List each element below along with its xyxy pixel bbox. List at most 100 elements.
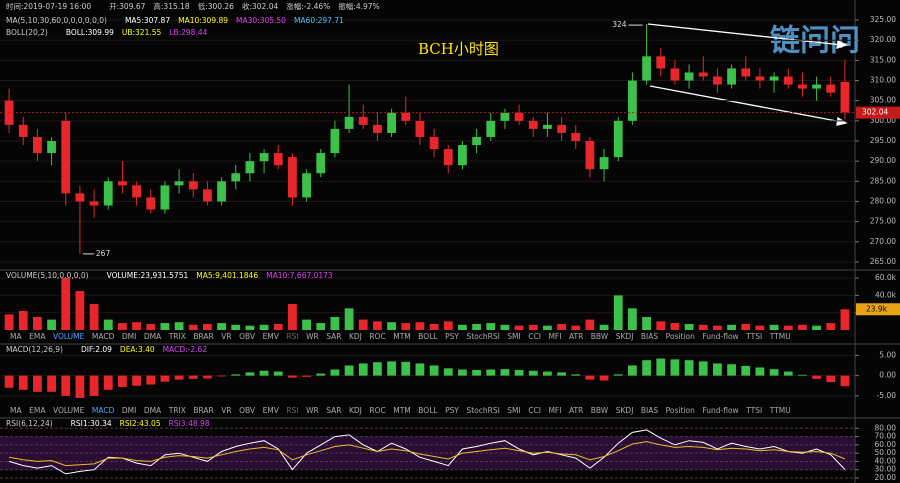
y-tick-label: 5.00 bbox=[879, 350, 896, 359]
indicator-tab[interactable]: SAR bbox=[326, 406, 341, 415]
volume-bar bbox=[684, 323, 694, 330]
indicator-tab[interactable]: PSY bbox=[445, 332, 459, 341]
indicator-tab[interactable]: EMA bbox=[29, 406, 46, 415]
indicator-tab[interactable]: MACD bbox=[92, 406, 115, 415]
macd-bar bbox=[401, 361, 411, 376]
candle-body bbox=[203, 189, 212, 202]
indicator-tab[interactable]: Position bbox=[666, 406, 695, 415]
indicator-tab[interactable]: SAR bbox=[326, 332, 341, 341]
indicator-tab[interactable]: SMI bbox=[507, 332, 520, 341]
candle-body bbox=[528, 120, 538, 129]
indicator-tab[interactable]: DMA bbox=[144, 332, 162, 341]
indicator-tab[interactable]: VR bbox=[221, 332, 231, 341]
indicator-tab[interactable]: BOLL bbox=[418, 332, 438, 341]
indicator-tab[interactable]: ROC bbox=[369, 332, 385, 341]
indicator-tab[interactable]: EMA bbox=[29, 332, 46, 341]
indicator-tab[interactable]: VOLUME bbox=[53, 406, 85, 415]
indicator-tab[interactable]: MTM bbox=[393, 406, 411, 415]
candle-body bbox=[571, 132, 581, 141]
y-tick-label: 50.00 bbox=[875, 448, 897, 457]
indicator-tab[interactable]: BBW bbox=[591, 406, 609, 415]
indicator-tab[interactable]: RSI bbox=[286, 406, 298, 415]
volume-bar bbox=[599, 324, 609, 330]
y-tick-label: 285.00 bbox=[870, 176, 896, 185]
indicator-tab[interactable]: DMA bbox=[144, 406, 162, 415]
indicator-tab[interactable]: WR bbox=[306, 332, 319, 341]
indicator-tab[interactable]: DMI bbox=[122, 406, 136, 415]
indicator-tab[interactable]: MACD bbox=[92, 332, 115, 341]
indicator-tab[interactable]: DMI bbox=[122, 332, 136, 341]
volume-bar bbox=[557, 323, 566, 330]
indicator-tab[interactable]: BOLL bbox=[418, 406, 438, 415]
macd-bar bbox=[245, 372, 255, 376]
y-tick-label: 305.00 bbox=[870, 96, 896, 105]
indicator-tab[interactable]: TTMU bbox=[769, 406, 791, 415]
indicator-tab[interactable]: TTSI bbox=[745, 406, 762, 415]
indicator-tab[interactable]: StochRSI bbox=[466, 406, 499, 415]
indicator-tab[interactable]: MA bbox=[10, 332, 22, 341]
info-text: UB:321.55 bbox=[122, 28, 162, 37]
info-text: 振幅:4.97% bbox=[338, 1, 379, 11]
info-text: DIF:2.09 bbox=[81, 345, 112, 354]
indicator-tab[interactable]: Position bbox=[666, 332, 695, 341]
indicator-tab[interactable]: MTM bbox=[393, 332, 411, 341]
indicator-tab[interactable]: KDJ bbox=[349, 332, 362, 341]
volume-bar bbox=[486, 323, 496, 330]
indicator-tab[interactable]: MA bbox=[10, 406, 22, 415]
indicator-tab[interactable]: PSY bbox=[445, 406, 459, 415]
trend-line bbox=[647, 23, 843, 46]
candle-body bbox=[713, 76, 722, 85]
indicator-tab[interactable]: SMI bbox=[507, 406, 520, 415]
indicator-tab[interactable]: SKDJ bbox=[616, 332, 634, 341]
indicator-tab[interactable]: TTMU bbox=[769, 332, 791, 341]
macd-bar bbox=[358, 363, 368, 376]
indicator-tab[interactable]: MFI bbox=[548, 406, 561, 415]
candle-body bbox=[61, 120, 71, 194]
y-tick-label: 315.00 bbox=[870, 55, 896, 64]
high-annotation: 324 bbox=[612, 20, 627, 29]
indicator-tab[interactable]: TTSI bbox=[745, 332, 762, 341]
macd-bar bbox=[373, 362, 382, 376]
candle-body bbox=[599, 157, 609, 170]
indicator-tab[interactable]: SKDJ bbox=[616, 406, 634, 415]
y-tick-label: 270.00 bbox=[870, 237, 896, 246]
indicator-tab[interactable]: BRAR bbox=[193, 406, 213, 415]
candle-body bbox=[783, 76, 793, 85]
indicator-tab[interactable]: Fund-flow bbox=[702, 406, 738, 415]
indicator-tab[interactable]: StochRSI bbox=[466, 332, 499, 341]
indicator-tab[interactable]: BBW bbox=[591, 332, 609, 341]
macd-bar bbox=[698, 361, 708, 376]
macd-bar bbox=[642, 360, 651, 376]
indicator-tab[interactable]: CCI bbox=[528, 332, 541, 341]
indicator-tab[interactable]: OBV bbox=[239, 406, 256, 415]
indicator-tab[interactable]: EMV bbox=[263, 406, 280, 415]
indicator-tab[interactable]: EMV bbox=[263, 332, 280, 341]
indicator-tab[interactable]: WR bbox=[306, 406, 319, 415]
indicator-tab[interactable]: ATR bbox=[569, 406, 583, 415]
indicator-tab[interactable]: CCI bbox=[528, 406, 541, 415]
indicator-tab[interactable]: ATR bbox=[569, 332, 583, 341]
indicator-tab[interactable]: ROC bbox=[369, 406, 385, 415]
candle-body bbox=[288, 157, 297, 198]
indicator-tab[interactable]: MFI bbox=[548, 332, 561, 341]
indicator-tab[interactable]: VOLUME bbox=[53, 332, 85, 341]
indicator-tab[interactable]: BIAS bbox=[641, 406, 658, 415]
info-text: 时间:2019-07-19 16:00 bbox=[6, 1, 91, 11]
candle-body bbox=[344, 116, 354, 129]
indicator-tab[interactable]: VR bbox=[221, 406, 231, 415]
rsi-line bbox=[8, 429, 846, 475]
indicator-tab[interactable]: RSI bbox=[286, 332, 298, 341]
indicator-tab[interactable]: TRIX bbox=[168, 406, 186, 415]
info-text: BOLL:309.99 bbox=[66, 28, 114, 37]
volume-bar bbox=[75, 291, 85, 330]
macd-bar bbox=[599, 375, 609, 381]
indicator-tab[interactable]: KDJ bbox=[349, 406, 362, 415]
volume-bar bbox=[585, 319, 595, 330]
indicator-tab[interactable]: Fund-flow bbox=[702, 332, 738, 341]
indicator-tab[interactable]: OBV bbox=[239, 332, 256, 341]
indicator-tab[interactable]: BRAR bbox=[193, 332, 213, 341]
indicator-tab[interactable]: TRIX bbox=[168, 332, 186, 341]
macd-bar bbox=[415, 363, 425, 376]
volume-bar bbox=[472, 323, 481, 330]
indicator-tab[interactable]: BIAS bbox=[641, 332, 658, 341]
